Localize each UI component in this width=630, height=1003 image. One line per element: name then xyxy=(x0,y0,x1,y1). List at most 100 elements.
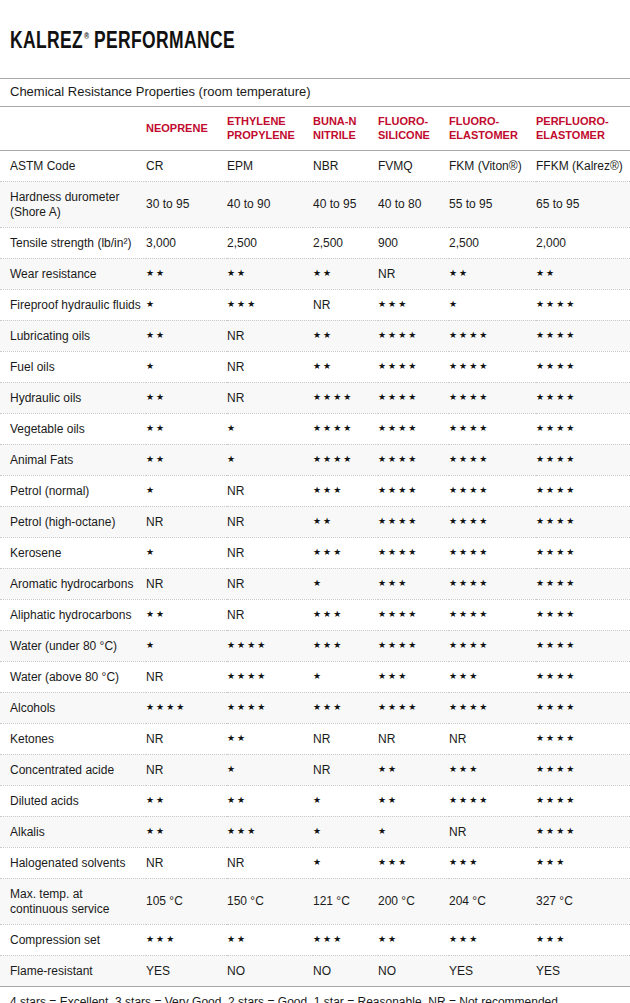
row-label: Kerosene xyxy=(0,537,146,568)
star-rating: ★★★★ xyxy=(536,816,630,847)
row-label: Animal Fats xyxy=(0,444,146,475)
star-rating: ★★ xyxy=(378,785,449,816)
cell-value: NR xyxy=(313,754,378,785)
cell-value: 121 °C xyxy=(313,878,378,924)
cell-value: NR xyxy=(449,816,536,847)
column-header: BUNA-N NITRILE xyxy=(313,107,378,150)
row-label: Petrol (normal) xyxy=(0,475,146,506)
star-rating: ★★★ xyxy=(449,924,536,955)
table-row: Kerosene★NR★★★★★★★★★★★★★★★ xyxy=(0,537,630,568)
chemical-resistance-section: Chemical Resistance Properties (room tem… xyxy=(0,78,630,1003)
table-row: Petrol (high-octane)NRNR★★★★★★★★★★★★★★ xyxy=(0,506,630,537)
row-label: Max. temp. at continuous service xyxy=(0,878,146,924)
cell-value: EPM xyxy=(227,150,313,181)
table-row: Water (above 80 °C)NR★★★★★★★★★★★★★★★ xyxy=(0,661,630,692)
cell-value: 2,500 xyxy=(227,227,313,258)
column-header: FLUORO-ELASTOMER xyxy=(449,107,536,150)
brand-name: KALREZ xyxy=(10,27,83,53)
cell-value: NR xyxy=(449,723,536,754)
cell-value: 204 °C xyxy=(449,878,536,924)
star-rating: ★★★ xyxy=(536,924,630,955)
cell-value: NR xyxy=(146,847,227,878)
star-rating: ★★★★ xyxy=(313,382,378,413)
star-rating: ★★★ xyxy=(227,289,313,320)
star-rating: ★★★★ xyxy=(449,537,536,568)
row-label: Lubricating oils xyxy=(0,320,146,351)
star-rating: ★★★ xyxy=(313,537,378,568)
table-row: Aromatic hydrocarbonsNRNR★★★★★★★★★★★★ xyxy=(0,568,630,599)
row-label: Fireproof hydraulic fluids xyxy=(0,289,146,320)
cell-value: 900 xyxy=(378,227,449,258)
star-rating: ★★★★ xyxy=(227,630,313,661)
star-rating: ★★★ xyxy=(313,630,378,661)
star-rating: ★★★ xyxy=(313,924,378,955)
cell-value: 55 to 95 xyxy=(449,181,536,227)
table-row: Tensile strength (lb/in²)3,0002,5002,500… xyxy=(0,227,630,258)
row-label: Water (above 80 °C) xyxy=(0,661,146,692)
star-rating: ★ xyxy=(313,847,378,878)
star-rating: ★★★★ xyxy=(378,413,449,444)
cell-value: NBR xyxy=(313,150,378,181)
cell-value: NR xyxy=(227,506,313,537)
column-header-spacer xyxy=(0,107,146,150)
cell-value: FKM (Viton®) xyxy=(449,150,536,181)
star-rating: ★★★★ xyxy=(536,537,630,568)
table-row: Diluted acids★★★★★★★★★★★★★★★ xyxy=(0,785,630,816)
star-rating: ★ xyxy=(227,754,313,785)
star-rating: ★★★★ xyxy=(449,568,536,599)
star-rating: ★ xyxy=(449,289,536,320)
star-rating: ★★★★ xyxy=(449,692,536,723)
star-rating: ★★★★ xyxy=(449,599,536,630)
star-rating: ★★ xyxy=(227,723,313,754)
star-rating: ★★★★ xyxy=(378,351,449,382)
table-row: Fireproof hydraulic fluids★★★★NR★★★★★★★★ xyxy=(0,289,630,320)
table-row: KetonesNR★★NRNRNR★★★★ xyxy=(0,723,630,754)
row-label: Halogenated solvents xyxy=(0,847,146,878)
star-rating: ★★ xyxy=(378,924,449,955)
table-row: Max. temp. at continuous service105 °C15… xyxy=(0,878,630,924)
table-row: Petrol (normal)★NR★★★★★★★★★★★★★★★ xyxy=(0,475,630,506)
table-row: Flame-resistantYESNONONOYESYES xyxy=(0,955,630,986)
table-row: Compression set★★★★★★★★★★★★★★★★ xyxy=(0,924,630,955)
title-suffix: PERFORMANCE xyxy=(94,27,235,53)
star-rating: ★★★★ xyxy=(378,320,449,351)
row-label: Fuel oils xyxy=(0,351,146,382)
cell-value: YES xyxy=(146,955,227,986)
star-rating: ★★★★ xyxy=(378,382,449,413)
star-rating: ★★★★ xyxy=(313,413,378,444)
star-rating: ★★★ xyxy=(449,754,536,785)
star-rating: ★★★★ xyxy=(536,382,630,413)
star-rating: ★★ xyxy=(146,413,227,444)
star-rating: ★★ xyxy=(146,382,227,413)
star-rating: ★ xyxy=(378,816,449,847)
row-label: Hardness durometer (Shore A) xyxy=(0,181,146,227)
star-rating: ★★ xyxy=(146,444,227,475)
star-rating: ★★★ xyxy=(146,924,227,955)
star-rating: ★★ xyxy=(227,785,313,816)
star-rating: ★ xyxy=(146,289,227,320)
row-label: Hydraulic oils xyxy=(0,382,146,413)
table-row: ASTM CodeCREPMNBRFVMQFKM (Viton®)FFKM (K… xyxy=(0,150,630,181)
table-row: Hydraulic oils★★NR★★★★★★★★★★★★★★★★ xyxy=(0,382,630,413)
cell-value: NR xyxy=(146,723,227,754)
cell-value: NR xyxy=(227,382,313,413)
cell-value: FFKM (Kalrez®) xyxy=(536,150,630,181)
star-rating: ★★★★ xyxy=(449,785,536,816)
row-label: Diluted acids xyxy=(0,785,146,816)
star-rating: ★ xyxy=(227,413,313,444)
cell-value: NR xyxy=(227,599,313,630)
cell-value: 2,500 xyxy=(313,227,378,258)
table-row: Water (under 80 °C)★★★★★★★★★★★★★★★★★★★★ xyxy=(0,630,630,661)
star-rating: ★★★★ xyxy=(536,599,630,630)
cell-value: NR xyxy=(146,754,227,785)
cell-value: NO xyxy=(313,955,378,986)
cell-value: NR xyxy=(146,506,227,537)
star-rating: ★★★★ xyxy=(378,475,449,506)
star-rating: ★ xyxy=(313,785,378,816)
star-rating: ★ xyxy=(313,568,378,599)
star-rating: ★ xyxy=(146,537,227,568)
table-row: Animal Fats★★★★★★★★★★★★★★★★★★★ xyxy=(0,444,630,475)
star-rating: ★★★ xyxy=(378,289,449,320)
cell-value: 40 to 95 xyxy=(313,181,378,227)
star-rating: ★★★★ xyxy=(536,506,630,537)
